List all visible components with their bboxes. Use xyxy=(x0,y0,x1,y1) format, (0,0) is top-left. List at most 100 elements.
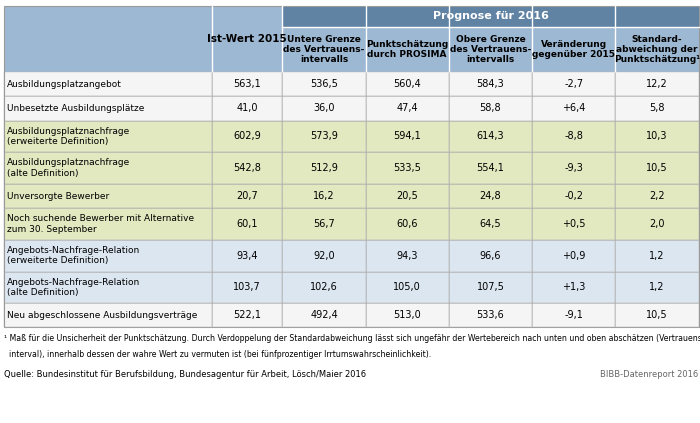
Bar xyxy=(449,208,532,240)
Text: 1,2: 1,2 xyxy=(649,283,665,292)
Text: 92,0: 92,0 xyxy=(313,251,335,261)
Text: Unversorgte Bewerber: Unversorgte Bewerber xyxy=(7,192,109,201)
Bar xyxy=(615,184,699,208)
Text: 563,1: 563,1 xyxy=(233,80,261,89)
Text: +1,3: +1,3 xyxy=(562,283,585,292)
Text: Ausbildungsplatzangebot: Ausbildungsplatzangebot xyxy=(7,80,122,89)
Text: 5,8: 5,8 xyxy=(649,104,665,113)
Text: Obere Grenze
des Vertrauens-
intervalls: Obere Grenze des Vertrauens- intervalls xyxy=(450,35,531,64)
Text: 533,6: 533,6 xyxy=(477,310,504,320)
Text: Ist-Wert 2015: Ist-Wert 2015 xyxy=(207,34,287,44)
Text: Quelle: Bundesinstitut für Berufsbildung, Bundesagentur für Arbeit, Lösch/Maier : Quelle: Bundesinstitut für Berufsbildung… xyxy=(4,370,365,379)
Text: Prognose für 2016: Prognose für 2016 xyxy=(433,11,548,22)
Bar xyxy=(532,240,615,272)
Text: 36,0: 36,0 xyxy=(313,104,335,113)
Bar xyxy=(211,152,282,184)
Bar xyxy=(211,121,282,152)
Text: +0,5: +0,5 xyxy=(562,219,585,229)
Text: 542,8: 542,8 xyxy=(233,163,261,173)
Text: 536,5: 536,5 xyxy=(310,80,338,89)
Bar xyxy=(211,303,282,327)
Text: 56,7: 56,7 xyxy=(313,219,335,229)
Text: Veränderung
gegenüber 2015: Veränderung gegenüber 2015 xyxy=(532,40,615,59)
Text: Ausbildungsplatznachfrage
(erweiterte Definition): Ausbildungsplatznachfrage (erweiterte De… xyxy=(7,127,130,146)
Bar xyxy=(365,303,449,327)
Bar xyxy=(4,184,211,208)
Bar xyxy=(282,152,365,184)
Bar xyxy=(365,152,449,184)
Text: +0,9: +0,9 xyxy=(562,251,585,261)
Text: -9,1: -9,1 xyxy=(564,310,583,320)
Bar xyxy=(4,96,211,121)
Text: 573,9: 573,9 xyxy=(310,132,338,141)
Text: 10,3: 10,3 xyxy=(646,132,668,141)
Bar xyxy=(615,208,699,240)
Bar xyxy=(365,240,449,272)
Bar xyxy=(4,240,211,272)
Bar xyxy=(365,184,449,208)
Bar xyxy=(615,72,699,96)
Bar xyxy=(365,121,449,152)
Text: 522,1: 522,1 xyxy=(233,310,261,320)
Bar xyxy=(449,184,532,208)
Bar xyxy=(449,96,532,121)
Bar xyxy=(4,208,211,240)
Bar xyxy=(449,152,532,184)
Bar xyxy=(532,96,615,121)
Text: 513,0: 513,0 xyxy=(393,310,421,320)
Text: Untere Grenze
des Vertrauens-
intervalls: Untere Grenze des Vertrauens- intervalls xyxy=(284,35,365,64)
Bar xyxy=(615,272,699,303)
Text: 554,1: 554,1 xyxy=(477,163,505,173)
Bar xyxy=(532,72,615,96)
Text: 103,7: 103,7 xyxy=(233,283,261,292)
Bar xyxy=(615,303,699,327)
Bar xyxy=(282,303,365,327)
Text: Standard-
abweichung der
Punktschätzung¹: Standard- abweichung der Punktschätzung¹ xyxy=(614,35,700,64)
Bar xyxy=(211,72,282,96)
Text: 96,6: 96,6 xyxy=(480,251,501,261)
Text: 107,5: 107,5 xyxy=(477,283,505,292)
Bar xyxy=(365,272,449,303)
Text: 64,5: 64,5 xyxy=(480,219,501,229)
Text: 105,0: 105,0 xyxy=(393,283,421,292)
Text: Angebots-Nachfrage-Relation
(alte Definition): Angebots-Nachfrage-Relation (alte Defini… xyxy=(7,278,140,297)
Bar xyxy=(615,27,699,72)
Bar xyxy=(211,6,282,72)
Text: Punktschätzung
durch PROSIMA: Punktschätzung durch PROSIMA xyxy=(366,40,448,59)
Text: 94,3: 94,3 xyxy=(396,251,418,261)
Text: 93,4: 93,4 xyxy=(236,251,258,261)
Text: 512,9: 512,9 xyxy=(310,163,338,173)
Text: 16,2: 16,2 xyxy=(313,191,335,201)
Text: Noch suchende Bewerber mit Alternative
zum 30. September: Noch suchende Bewerber mit Alternative z… xyxy=(7,214,194,233)
Text: Angebots-Nachfrage-Relation
(erweiterte Definition): Angebots-Nachfrage-Relation (erweiterte … xyxy=(7,246,140,265)
Bar xyxy=(211,184,282,208)
Bar xyxy=(4,272,211,303)
Bar xyxy=(282,6,699,27)
Text: 2,2: 2,2 xyxy=(649,191,665,201)
Bar xyxy=(282,240,365,272)
Text: -2,7: -2,7 xyxy=(564,80,583,89)
Bar xyxy=(365,72,449,96)
Text: +6,4: +6,4 xyxy=(562,104,585,113)
Text: 20,7: 20,7 xyxy=(236,191,258,201)
Bar xyxy=(449,121,532,152)
Bar xyxy=(4,152,211,184)
Bar xyxy=(211,208,282,240)
Bar xyxy=(615,240,699,272)
Bar xyxy=(532,121,615,152)
Text: -0,2: -0,2 xyxy=(564,191,583,201)
Bar xyxy=(4,303,211,327)
Bar xyxy=(282,72,365,96)
Text: -8,8: -8,8 xyxy=(564,132,583,141)
Bar xyxy=(282,208,365,240)
Text: 584,3: 584,3 xyxy=(477,80,504,89)
Bar xyxy=(282,96,365,121)
Bar xyxy=(4,6,699,327)
Bar xyxy=(532,184,615,208)
Bar xyxy=(4,121,211,152)
Bar xyxy=(282,272,365,303)
Text: 560,4: 560,4 xyxy=(393,80,421,89)
Bar xyxy=(449,72,532,96)
Bar xyxy=(282,184,365,208)
Text: 24,8: 24,8 xyxy=(480,191,501,201)
